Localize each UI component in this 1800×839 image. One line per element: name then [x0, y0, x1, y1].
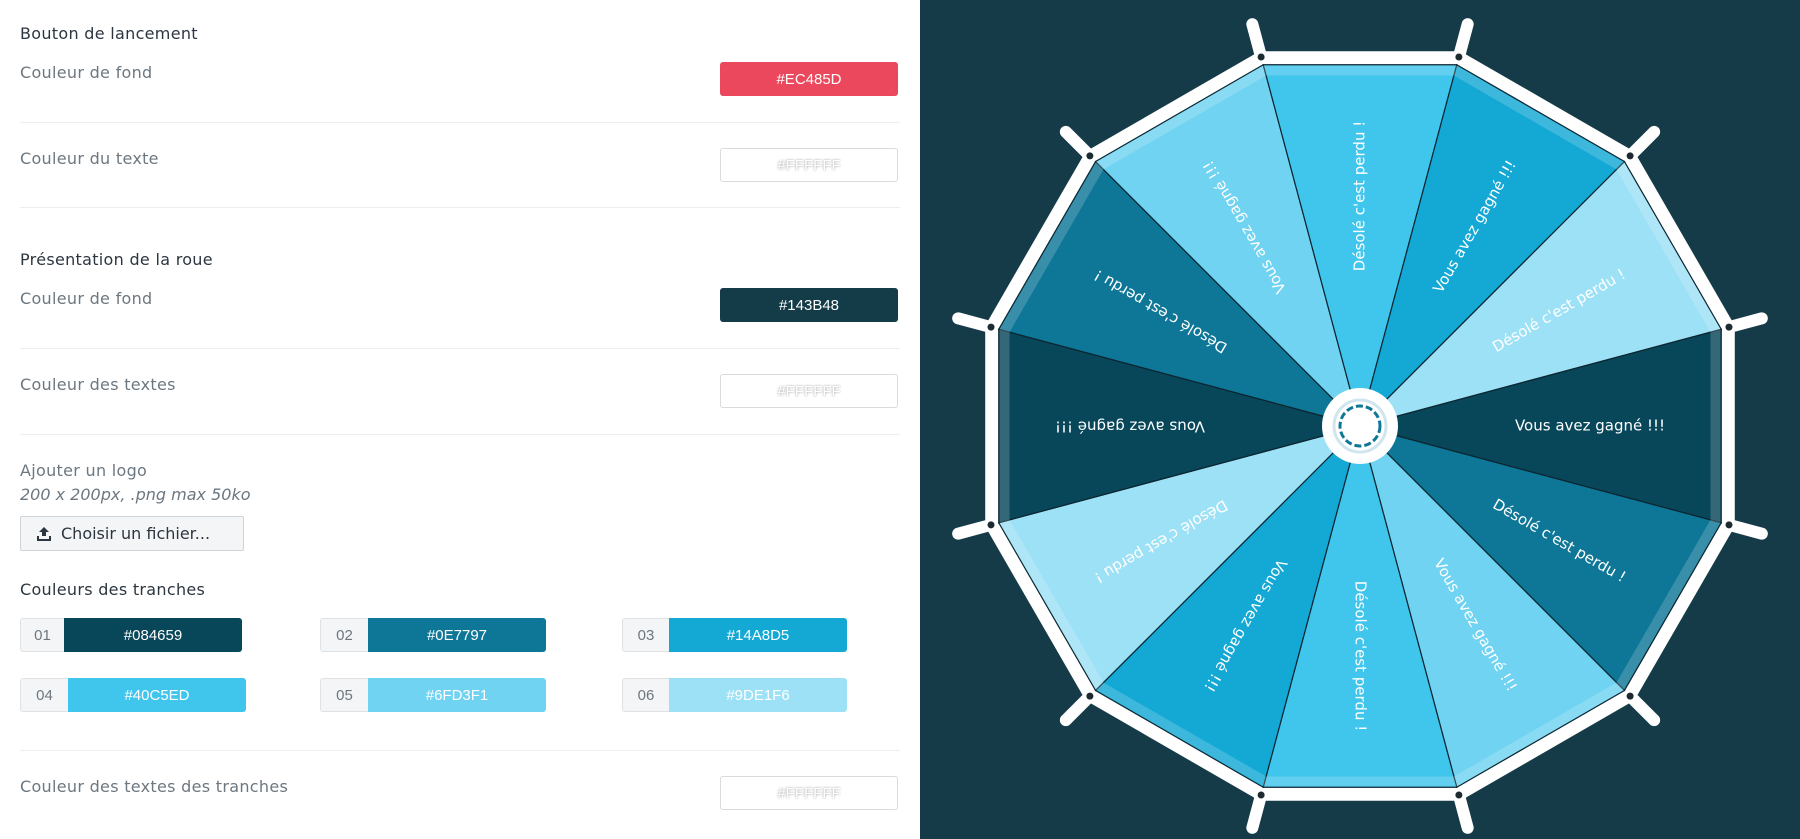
wheel-canvas: Vous avez gagné !!! Désolé c'est perdu ! V… [952, 18, 1768, 834]
wheel-handle [952, 519, 996, 540]
wheel-slice-label: Désolé c'est perdu ! [1352, 581, 1370, 731]
wheel-handle [1246, 790, 1267, 834]
wheel-rim-dot [1455, 53, 1463, 61]
wheel-handle [1724, 519, 1768, 540]
wheel-rim-dot [1626, 692, 1634, 700]
launch-text-color-picker[interactable]: #FFFFFF [720, 148, 898, 182]
slice-color-picker-02[interactable]: 02 #0E7797 [320, 618, 546, 652]
wheel-inner-band [999, 65, 1721, 787]
wheel-handle [1724, 312, 1768, 333]
wheel-handle [1625, 691, 1661, 727]
wheel-slice [1357, 160, 1723, 428]
slices-text-label: Couleur des textes des tranches [20, 777, 289, 796]
choose-file-button[interactable]: Choisir un fichier... [20, 516, 244, 551]
divider [20, 122, 900, 123]
slice-color-picker-06[interactable]: 06 #9DE1F6 [622, 678, 847, 712]
wheel-rim-dot [1725, 323, 1733, 331]
slice-color-number: 04 [20, 678, 68, 712]
slice-color-value: #6FD3F1 [368, 678, 546, 712]
wheel-handle [1453, 18, 1474, 62]
slice-color-number: 03 [622, 618, 669, 652]
wheel-rim-dot [1725, 521, 1733, 529]
wheel-slice-label: Vous avez gagné !!! [1055, 418, 1205, 436]
wheel-rim-dot [1086, 152, 1094, 160]
slice-color-number: 01 [20, 618, 64, 652]
launch-bg-color-picker[interactable]: #EC485D [720, 62, 898, 96]
wheel-handle [1453, 790, 1474, 834]
wheel-handle [1059, 691, 1095, 727]
wheel-rim-dot [1626, 152, 1634, 160]
wheel-bg-label: Couleur de fond [20, 289, 153, 308]
launch-bg-label: Couleur de fond [20, 63, 153, 82]
wheel-hub-ring [1332, 398, 1388, 454]
wheel-slice-label: Désolé c'est perdu ! [1351, 121, 1369, 271]
slice-color-picker-05[interactable]: 05 #6FD3F1 [320, 678, 546, 712]
divider [20, 750, 900, 751]
wheel-rim-dot [1086, 692, 1094, 700]
wheel-texts-color-picker[interactable]: #FFFFFF [720, 374, 898, 408]
divider [20, 434, 900, 435]
wheel-handle [1246, 18, 1267, 62]
slice-color-picker-01[interactable]: 01 #084659 [20, 618, 242, 652]
wheel-texts-label: Couleur des textes [20, 375, 176, 394]
wheel-bg-color-picker[interactable]: #143B48 [720, 288, 898, 322]
slices-section-title: Couleurs des tranches [20, 580, 206, 599]
wheel-hub-dashed-ring [1338, 404, 1382, 448]
logo-label: Ajouter un logo [20, 461, 148, 480]
launch-text-label: Couleur du texte [20, 149, 159, 168]
wheel-rim-dot [987, 323, 995, 331]
wheel-section-title: Présentation de la roue [20, 250, 213, 269]
wheel-handle [1059, 125, 1095, 161]
slice-color-value: #14A8D5 [669, 618, 847, 652]
divider [20, 207, 900, 208]
slice-color-number: 02 [320, 618, 368, 652]
wheel-slice-label: Vous avez gagné !!! [1515, 417, 1665, 435]
upload-icon [37, 526, 51, 541]
wheel-rim-dot [1455, 791, 1463, 799]
divider [20, 348, 900, 349]
slice-color-number: 06 [622, 678, 669, 712]
slice-color-value: #084659 [64, 618, 242, 652]
wheel-handle [952, 312, 996, 333]
slice-color-number: 05 [320, 678, 368, 712]
slice-color-picker-04[interactable]: 04 #40C5ED [20, 678, 246, 712]
wheel-rim-dot [987, 521, 995, 529]
settings-panel: Bouton de lancement Couleur de fond #EC4… [20, 24, 900, 810]
wheel-preview: Vous avez gagné !!! Désolé c'est perdu ! V… [920, 0, 1800, 839]
launch-button-section-title: Bouton de lancement [20, 24, 198, 43]
logo-hint: 200 x 200px, .png max 50ko [20, 485, 251, 504]
slice-color-value: #40C5ED [68, 678, 246, 712]
choose-file-label: Choisir un fichier... [61, 524, 211, 543]
wheel-rim-dot [1257, 791, 1265, 799]
slice-color-value: #0E7797 [368, 618, 546, 652]
wheel-rim-dot [1257, 53, 1265, 61]
wheel-handle [1625, 125, 1661, 161]
slice-color-value: #9DE1F6 [669, 678, 847, 712]
slices-text-color-picker[interactable]: #FFFFFF [720, 776, 898, 810]
slice-color-picker-03[interactable]: 03 #14A8D5 [622, 618, 847, 652]
